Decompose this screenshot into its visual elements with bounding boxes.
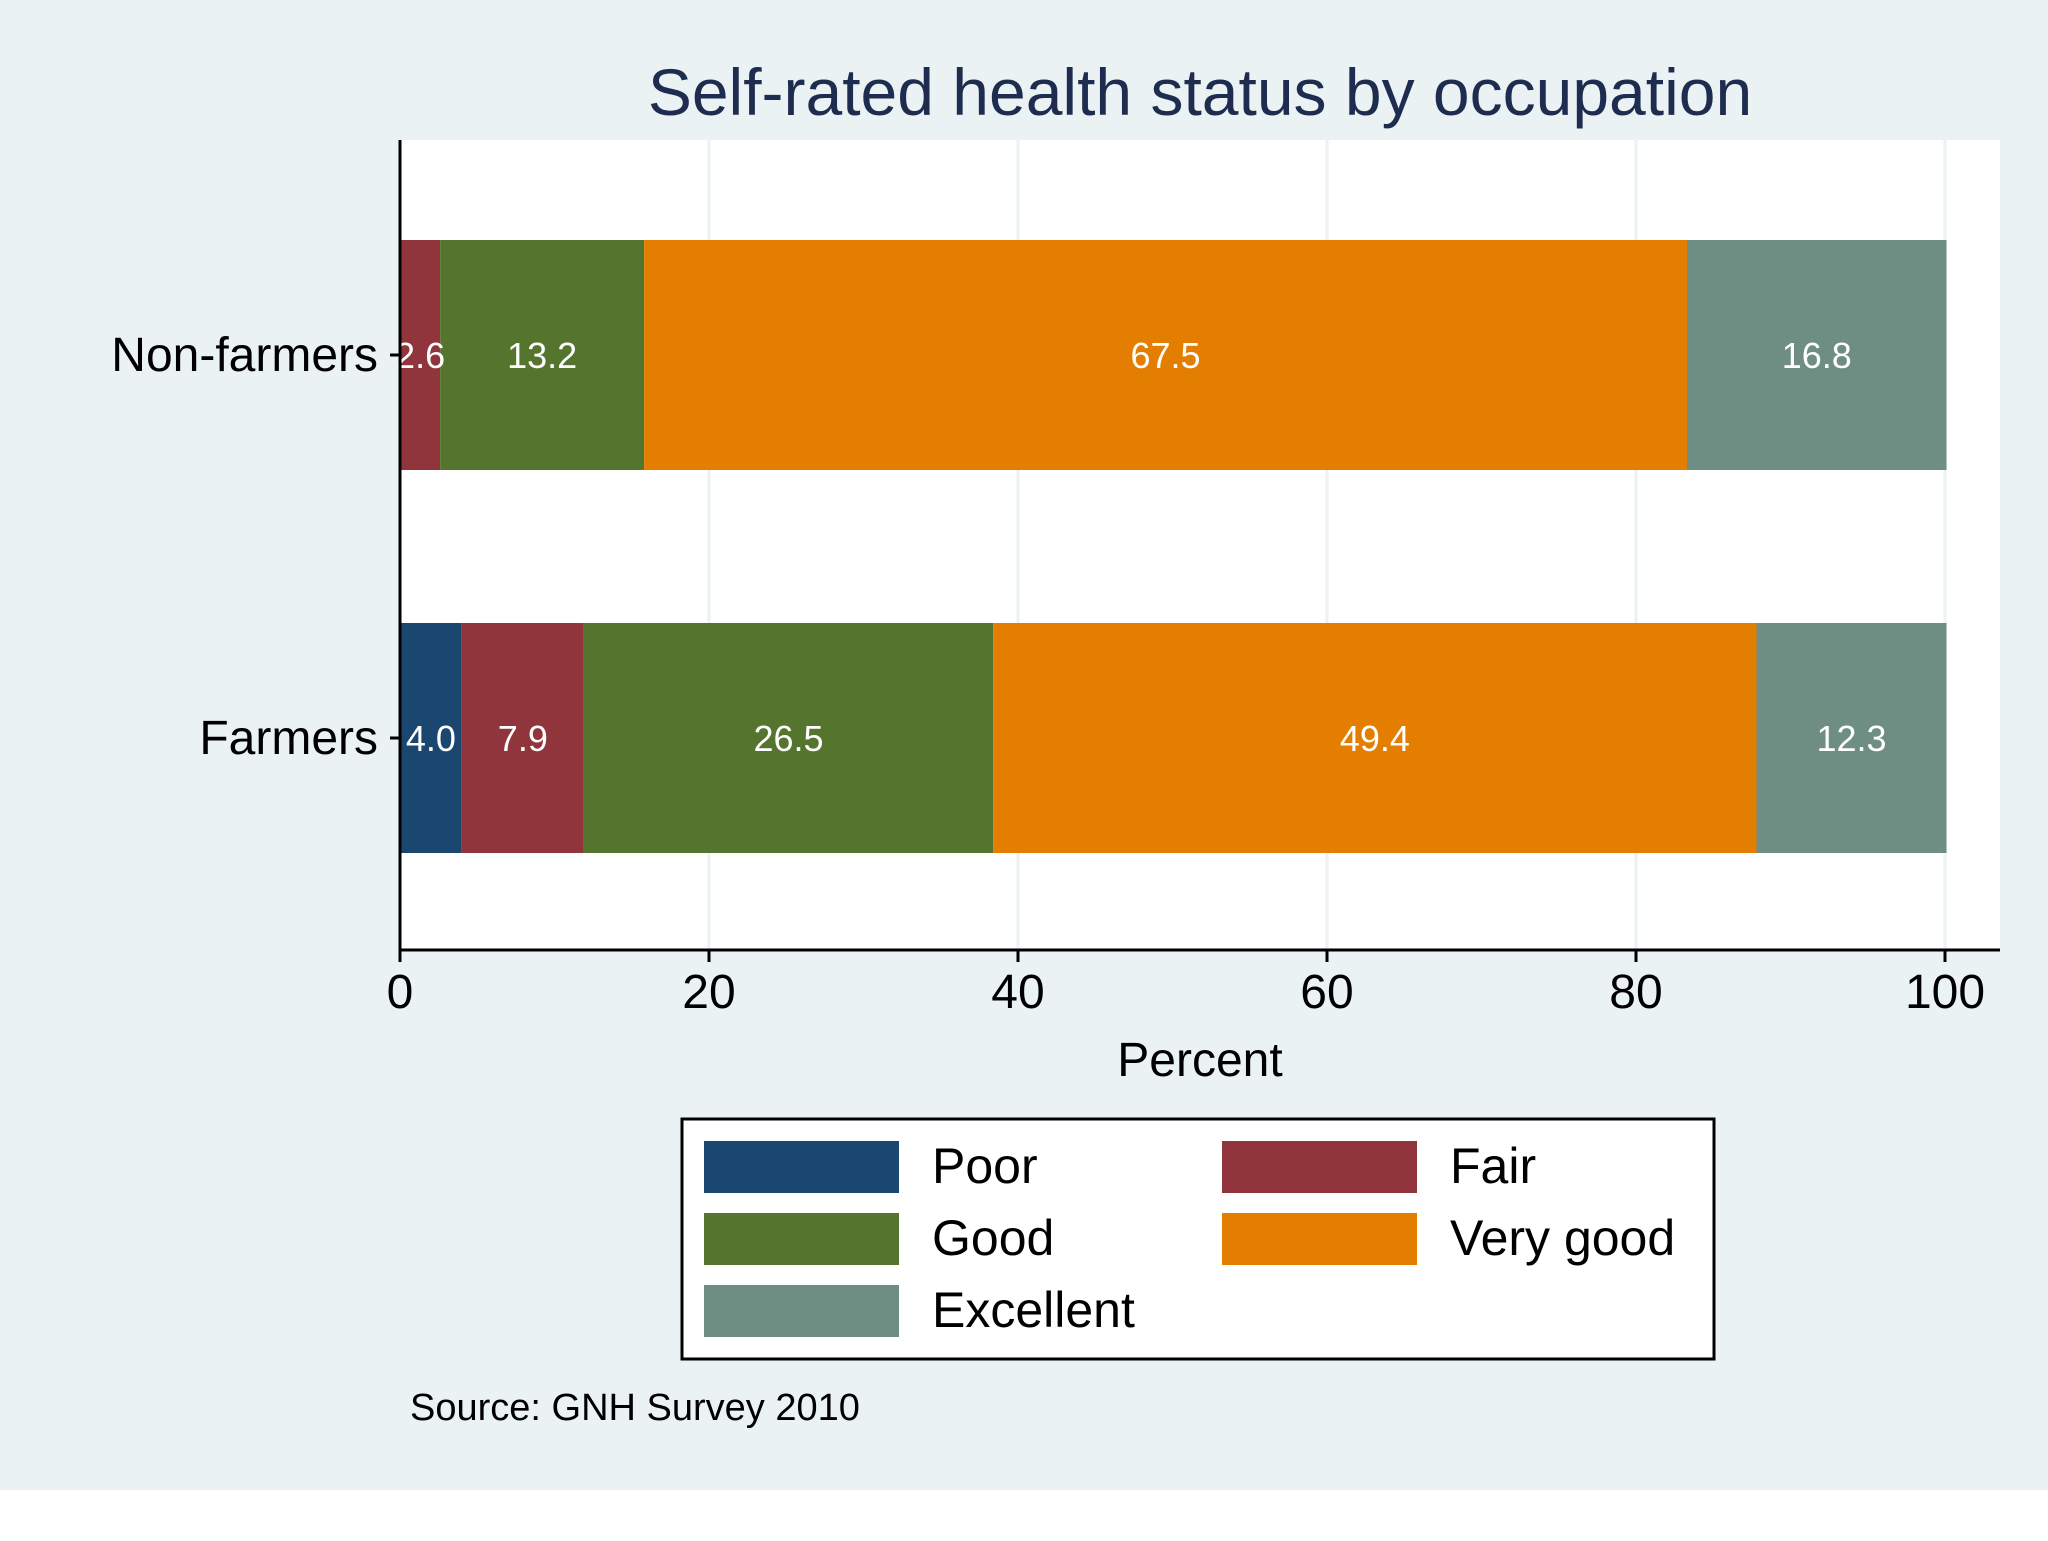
bar-label-non-farmers-excellent: 16.8 xyxy=(1782,335,1852,376)
x-tick-labels: 0 20 40 60 80 100 xyxy=(387,950,1985,1019)
bar-labels: 2.6 13.2 67.5 16.8 4.0 7.9 26.5 49.4 12.3 xyxy=(0,140,1887,950)
bar-farmers-very-good xyxy=(993,623,1757,853)
bar-label-farmers-good: 26.5 xyxy=(754,718,824,759)
x-tick-label-20: 20 xyxy=(682,966,735,1019)
x-tick-label-40: 40 xyxy=(991,966,1044,1019)
x-tick-label-0: 0 xyxy=(387,966,414,1019)
source-note: Source: GNH Survey 2010 xyxy=(410,1387,860,1429)
bar-label-farmers-excellent: 12.3 xyxy=(1816,718,1886,759)
category-label-non-farmers: Non-farmers xyxy=(111,329,378,382)
bar-label-non-farmers-good: 13.2 xyxy=(507,335,577,376)
legend-label-poor: Poor xyxy=(932,1138,1038,1194)
legend: Poor Fair Good Very good Excellent xyxy=(680,1117,1716,1361)
bar-farmers-excellent xyxy=(1756,623,1947,853)
legend-label-fair: Fair xyxy=(1450,1138,1536,1194)
x-tick-label-60: 60 xyxy=(1300,966,1353,1019)
legend-swatch-poor xyxy=(704,1141,899,1193)
chart-title: Self-rated health status by occupation xyxy=(648,55,1752,129)
legend-swatch-good xyxy=(704,1213,899,1265)
bar-non-farmers-fair xyxy=(400,240,441,470)
bar-label-non-farmers-fair: 2.6 xyxy=(395,335,445,376)
bar-label-farmers-very-good: 49.4 xyxy=(1340,718,1410,759)
bar-label-farmers-fair: 7.9 xyxy=(498,718,548,759)
bar-non-farmers-excellent xyxy=(1686,240,1947,470)
axes xyxy=(398,140,2000,952)
bar-farmers-poor xyxy=(400,623,462,853)
bar-farmers-fair xyxy=(461,623,584,853)
bar-non-farmers-very-good xyxy=(644,240,1687,470)
legend-swatch-very-good xyxy=(1222,1213,1417,1265)
bars xyxy=(400,240,1947,853)
bar-non-farmers-good xyxy=(440,240,645,470)
legend-label-excellent: Excellent xyxy=(932,1282,1135,1338)
x-axis-label: Percent xyxy=(1117,1034,1282,1087)
left-margin xyxy=(0,140,398,950)
category-labels: Non-farmers Farmers xyxy=(111,329,400,765)
x-tick-label-80: 80 xyxy=(1609,966,1662,1019)
bar-label-farmers-poor: 4.0 xyxy=(406,718,456,759)
legend-swatch-excellent xyxy=(704,1285,899,1337)
legend-swatch-fair xyxy=(1222,1141,1417,1193)
legend-label-good: Good xyxy=(932,1210,1054,1266)
bar-label-non-farmers-very-good: 67.5 xyxy=(1131,335,1201,376)
bar-farmers-good xyxy=(583,623,994,853)
legend-label-very-good: Very good xyxy=(1450,1210,1675,1266)
x-tick-label-100: 100 xyxy=(1905,966,1985,1019)
category-label-farmers: Farmers xyxy=(199,712,378,765)
